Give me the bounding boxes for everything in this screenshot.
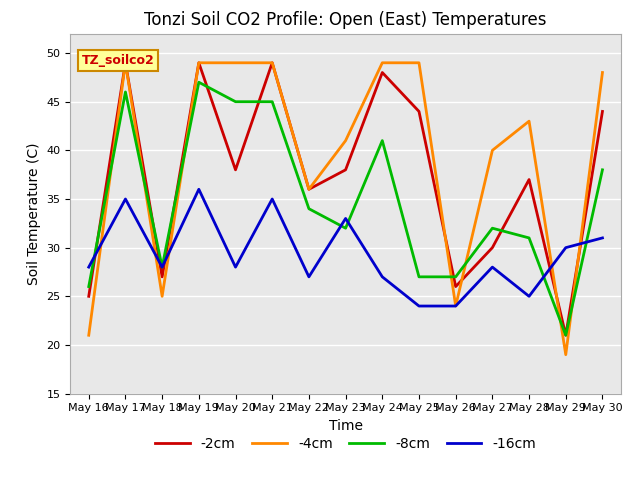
- Y-axis label: Soil Temperature (C): Soil Temperature (C): [27, 143, 41, 285]
- Text: TZ_soilco2: TZ_soilco2: [81, 54, 154, 67]
- X-axis label: Time: Time: [328, 419, 363, 433]
- Title: Tonzi Soil CO2 Profile: Open (East) Temperatures: Tonzi Soil CO2 Profile: Open (East) Temp…: [145, 11, 547, 29]
- Legend: -2cm, -4cm, -8cm, -16cm: -2cm, -4cm, -8cm, -16cm: [149, 432, 542, 457]
